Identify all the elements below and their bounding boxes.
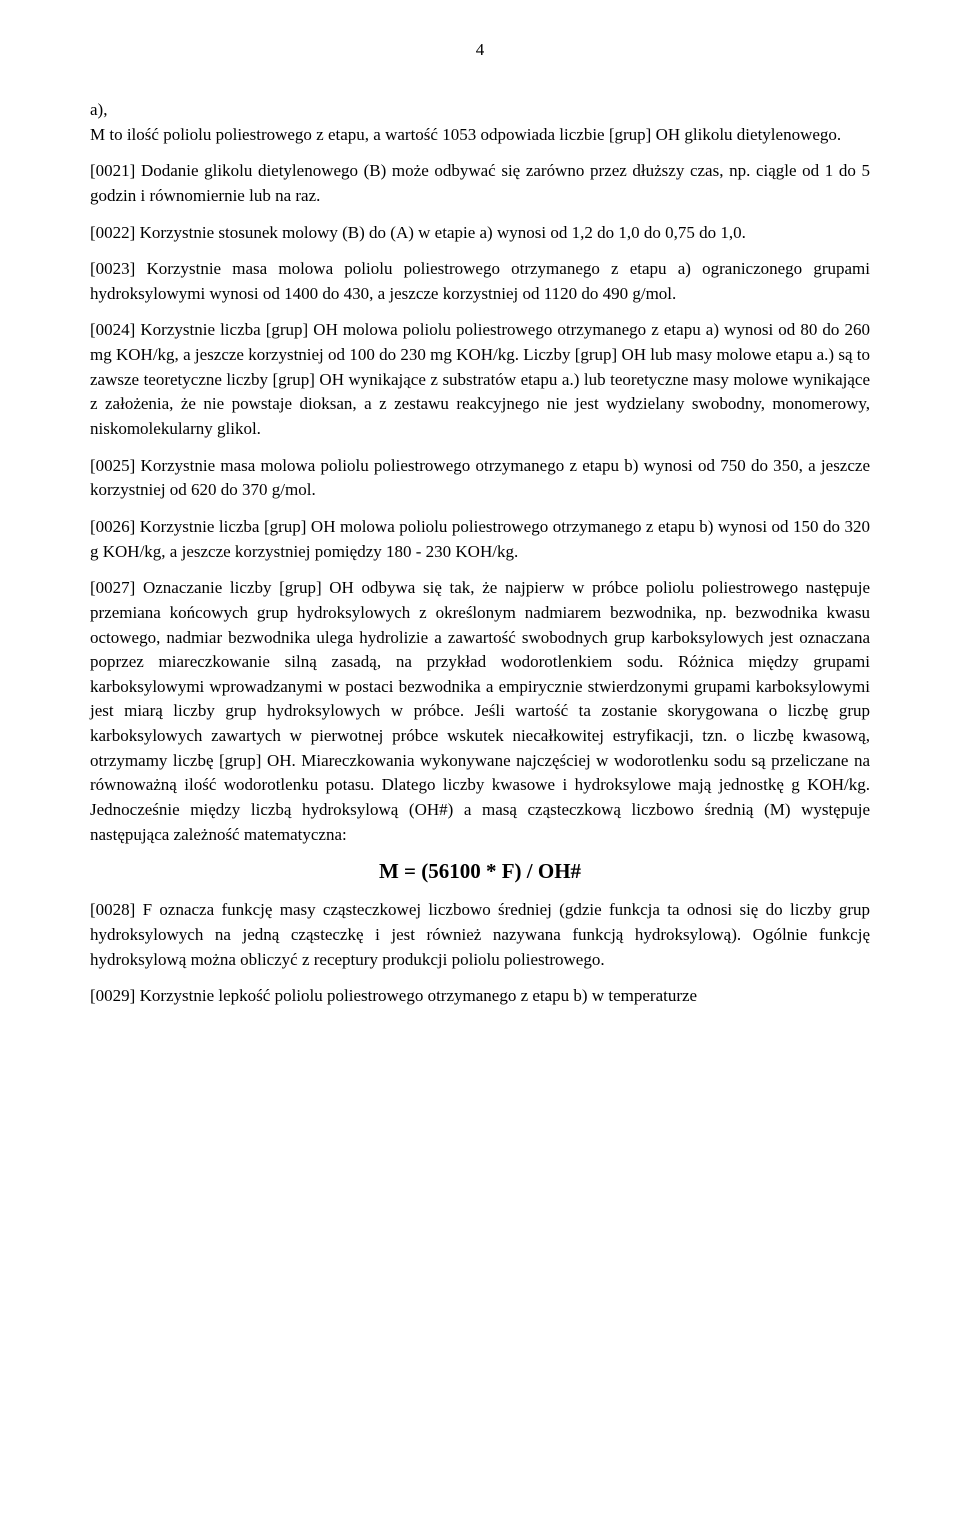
paragraph-0025: [0025] Korzystnie masa molowa poliolu po… — [90, 454, 870, 503]
paragraph-0026: [0026] Korzystnie liczba [grup] OH molow… — [90, 515, 870, 564]
paragraph-0024: [0024] Korzystnie liczba [grup] OH molow… — [90, 318, 870, 441]
formula-molecular-mass: M = (56100 * F) / OH# — [90, 859, 870, 884]
paragraph-0022: [0022] Korzystnie stosunek molowy (B) do… — [90, 221, 870, 246]
paragraph-0021: [0021] Dodanie glikolu dietylenowego (B)… — [90, 159, 870, 208]
paragraph-0029: [0029] Korzystnie lepkość poliolu polies… — [90, 984, 870, 1009]
paragraph-0027: [0027] Oznaczanie liczby [grup] OH odbyw… — [90, 576, 870, 847]
page-number: 4 — [90, 40, 870, 60]
paragraph-0028: [0028] F oznacza funkcję masy cząsteczko… — [90, 898, 870, 972]
paragraph-intro: a), M to ilość poliolu poliestrowego z e… — [90, 98, 870, 147]
paragraph-0023: [0023] Korzystnie masa molowa poliolu po… — [90, 257, 870, 306]
